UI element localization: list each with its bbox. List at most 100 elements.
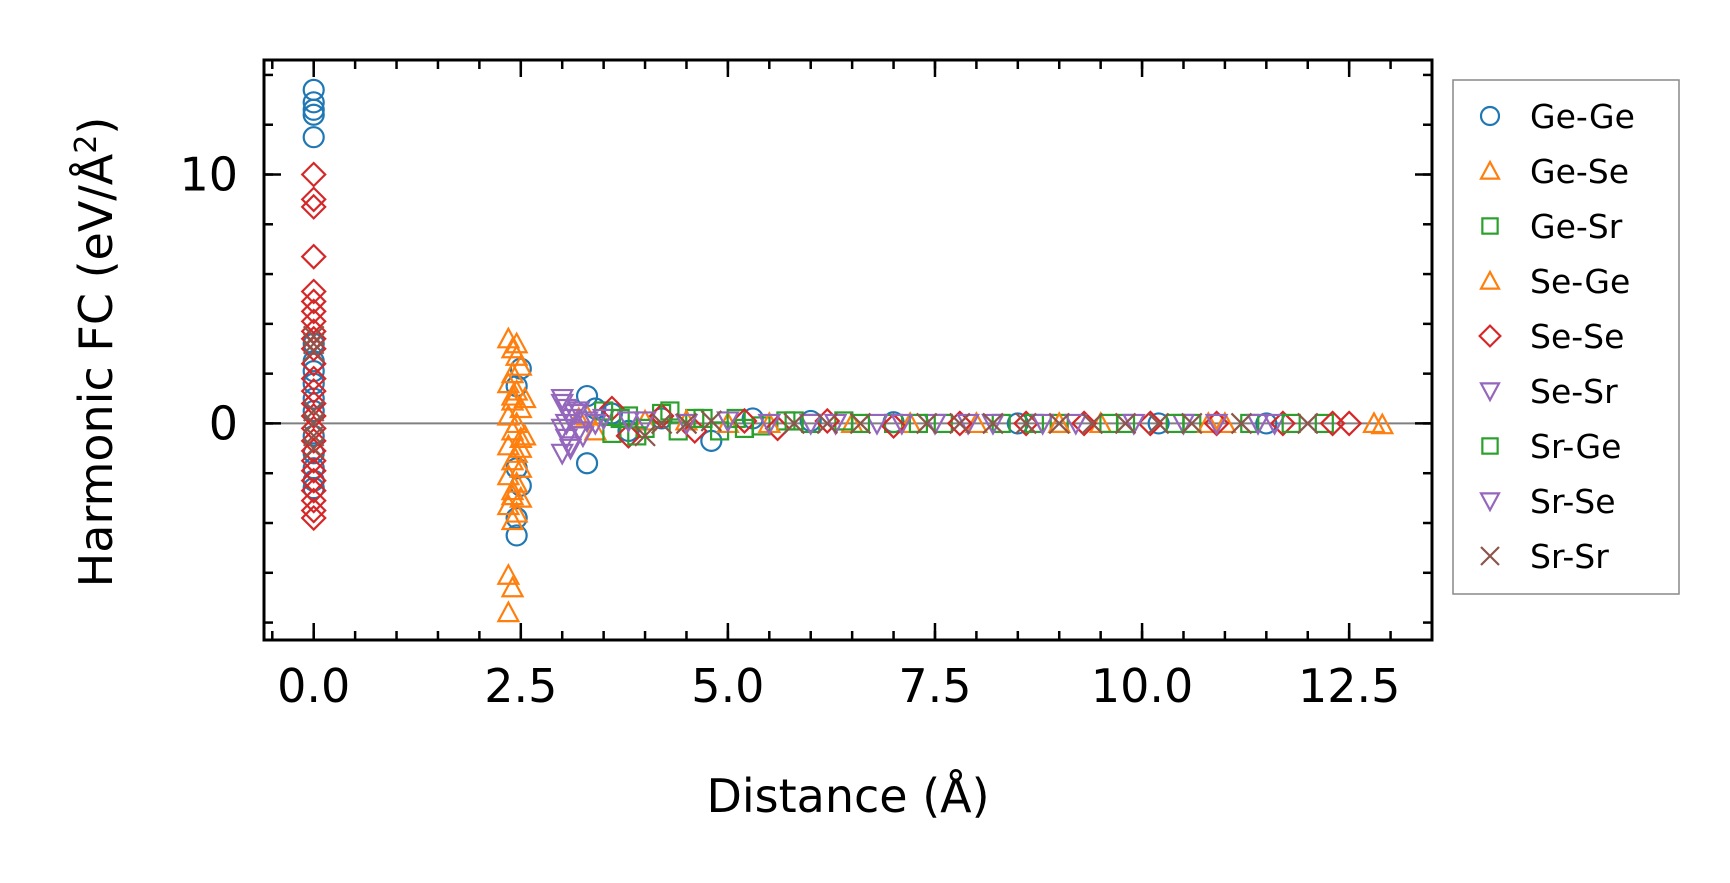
point-ge-se <box>500 575 525 598</box>
point-se-se <box>880 412 907 439</box>
point-se-se <box>300 497 327 524</box>
point-sr-sr <box>982 412 1004 435</box>
legend-item-sr-sr: Sr-Sr <box>1480 537 1609 576</box>
x-tick-label: 7.5 <box>898 659 971 713</box>
point-sr-se <box>566 401 591 424</box>
legend-label-sr-ge: Sr-Ge <box>1530 427 1621 466</box>
x-tick-label: 5.0 <box>691 659 764 713</box>
point-ge-ge <box>575 452 599 475</box>
point-sr-ge <box>850 413 871 434</box>
legend-item-sr-se: Sr-Se <box>1479 482 1616 521</box>
point-se-ge <box>508 436 533 458</box>
point-se-sr <box>981 413 1005 436</box>
point-ge-se <box>496 403 521 426</box>
point-ge-se <box>1213 411 1237 434</box>
legend-item-sr-ge: Sr-Ge <box>1481 427 1621 466</box>
point-ge-se <box>508 426 533 448</box>
point-sr-sr <box>1081 412 1104 435</box>
point-se-se <box>300 427 327 454</box>
legend-label-se-sr: Se-Sr <box>1530 372 1618 411</box>
point-se-se <box>300 477 327 504</box>
point-se-sr <box>1262 413 1287 436</box>
point-ge-ge <box>505 524 528 547</box>
point-ge-se <box>508 485 533 508</box>
point-sr-ge <box>1281 413 1301 434</box>
y-tick-label: 0 <box>209 396 238 450</box>
point-sr-se <box>550 393 575 416</box>
x-tick-label: 10.0 <box>1091 659 1193 713</box>
point-sr-sr <box>783 412 805 435</box>
point-sr-sr <box>634 425 656 447</box>
legend-marker-sr-se <box>1479 492 1501 513</box>
point-ge-ge <box>302 126 325 149</box>
y-axis-label-close: ) <box>69 117 123 135</box>
point-sr-ge <box>610 408 630 429</box>
legend-marker-se-ge <box>1479 269 1501 290</box>
point-se-se <box>300 467 327 494</box>
point-ge-se <box>500 448 525 471</box>
point-ge-se <box>500 508 525 531</box>
point-se-ge <box>1362 411 1386 434</box>
legend-item-ge-se: Ge-Se <box>1479 152 1629 191</box>
point-sr-sr <box>675 412 698 435</box>
point-se-se <box>300 243 327 270</box>
legend-label-ge-se: Ge-Se <box>1530 152 1629 191</box>
point-se-se <box>300 365 327 392</box>
point-se-sr <box>865 413 889 436</box>
legend-item-se-ge: Se-Ge <box>1479 262 1630 301</box>
point-se-se <box>300 278 327 305</box>
point-sr-se <box>1204 413 1229 436</box>
point-sr-sr <box>650 412 673 435</box>
point-se-se <box>300 437 327 464</box>
point-sr-sr <box>816 412 839 435</box>
point-sr-sr <box>1296 412 1319 435</box>
point-ge-ge <box>302 424 325 447</box>
legend-marker-se-sr <box>1479 382 1501 403</box>
point-se-se <box>300 504 327 532</box>
point-sr-sr <box>1015 412 1037 435</box>
point-sr-se <box>889 413 914 436</box>
series-sr-sr <box>302 325 1319 460</box>
point-se-se <box>1071 410 1098 437</box>
series-sr-se <box>550 393 1270 461</box>
point-se-se <box>300 308 327 335</box>
point-se-sr <box>633 411 657 434</box>
data-points <box>300 78 1395 623</box>
point-se-se <box>300 186 327 213</box>
point-se-se <box>1137 410 1164 437</box>
point-ge-ge <box>1255 412 1278 435</box>
point-sr-sr <box>302 325 325 348</box>
point-sr-ge <box>734 418 755 439</box>
point-sr-sr <box>849 412 872 435</box>
point-se-ge <box>500 483 525 506</box>
legend-marker-sr-ge <box>1481 437 1499 455</box>
point-sr-se <box>571 426 595 449</box>
point-sr-sr <box>1147 412 1170 435</box>
point-sr-ge <box>784 411 804 431</box>
legend-item-se-sr: Se-Sr <box>1479 372 1618 411</box>
point-se-sr <box>798 413 823 436</box>
legend: Ge-Ge Ge-Se Ge-Sr Se-Ge Se-Se Se-Sr Sr-Ge Sr-Se… <box>1452 79 1680 595</box>
point-sr-ge <box>660 401 680 421</box>
point-se-se <box>1013 410 1040 437</box>
point-se-sr <box>591 408 616 431</box>
point-ge-se <box>496 600 521 623</box>
point-sr-ge <box>1099 413 1119 434</box>
point-sr-sr <box>1048 412 1071 435</box>
point-sr-sr <box>1230 412 1253 435</box>
legend-label-sr-sr: Sr-Sr <box>1530 537 1609 576</box>
point-ge-se <box>1370 412 1395 435</box>
point-se-ge <box>500 383 525 406</box>
plot-background <box>264 60 1432 640</box>
point-sr-se <box>616 411 641 434</box>
point-se-se <box>300 457 327 484</box>
point-sr-sr <box>302 340 325 363</box>
point-se-se <box>731 407 758 434</box>
point-se-se <box>300 288 327 315</box>
point-ge-ge <box>302 399 325 423</box>
x-tick-label: 12.5 <box>1298 659 1400 713</box>
point-se-ge <box>674 408 699 431</box>
point-sr-se <box>583 413 608 436</box>
point-ge-se <box>496 463 521 486</box>
